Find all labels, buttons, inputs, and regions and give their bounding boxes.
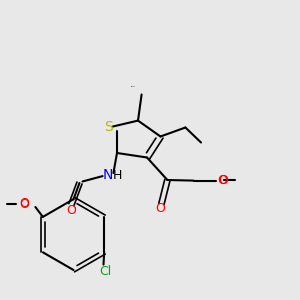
Text: O: O bbox=[155, 202, 165, 215]
Text: O: O bbox=[20, 197, 29, 211]
Text: O: O bbox=[67, 203, 76, 217]
Text: methoxy: methoxy bbox=[8, 203, 14, 204]
Text: methyl: methyl bbox=[226, 179, 230, 181]
Text: methyl: methyl bbox=[138, 87, 143, 88]
Text: S: S bbox=[104, 120, 113, 134]
Text: N: N bbox=[103, 168, 113, 182]
Text: Cl: Cl bbox=[99, 265, 111, 278]
Text: H: H bbox=[113, 169, 122, 182]
Text: methyl: methyl bbox=[131, 85, 136, 87]
Text: O: O bbox=[218, 173, 228, 187]
Text: O: O bbox=[20, 197, 29, 210]
Text: O: O bbox=[217, 173, 227, 187]
